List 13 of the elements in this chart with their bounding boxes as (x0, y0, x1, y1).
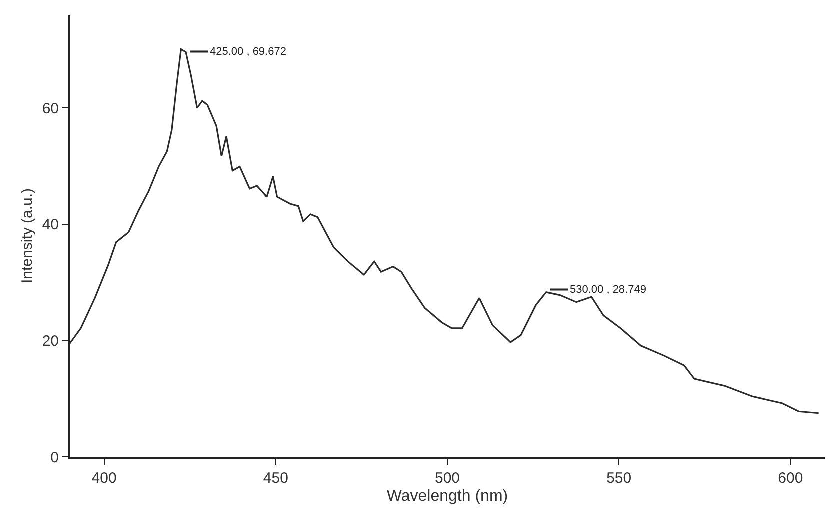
y-tick-label: 60 (42, 100, 59, 118)
x-tick-label: 400 (92, 470, 117, 487)
y-axis-title: Intensity (a.u.) (19, 188, 36, 284)
x-tick-label: 500 (434, 470, 460, 487)
x-tick-label: 550 (606, 470, 632, 487)
y-tick-label: 20 (42, 332, 59, 350)
x-tick-label: 450 (263, 470, 288, 487)
annotation: 425.00 , 69.672 (210, 46, 286, 58)
annotation: 530.00 , 28.749 (570, 284, 646, 296)
x-axis-title: Wavelength (nm) (386, 488, 508, 506)
x-tick-label: 600 (778, 470, 804, 487)
y-tick-label: 0 (50, 449, 59, 466)
y-tick-label: 40 (42, 216, 59, 234)
